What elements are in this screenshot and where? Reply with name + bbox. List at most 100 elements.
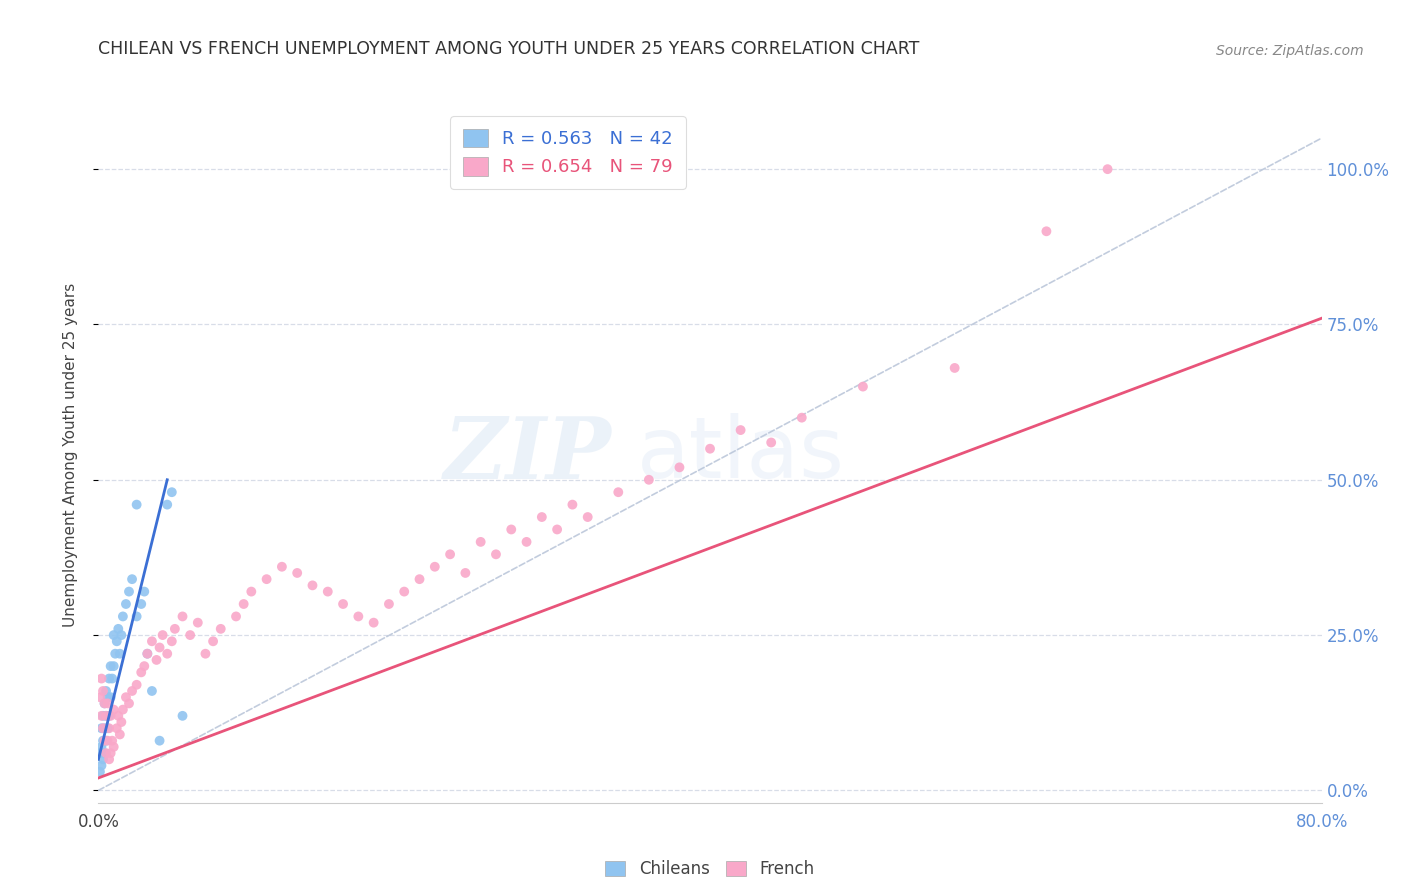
Y-axis label: Unemployment Among Youth under 25 years: Unemployment Among Youth under 25 years (63, 283, 77, 627)
Point (91, 721, 114, 735)
Point (101, 733, 124, 747)
Point (347, 609, 370, 624)
Point (607, 485, 630, 500)
Point (89, 746, 111, 760)
Point (98, 708, 121, 723)
Point (125, 498, 148, 512)
Point (103, 703, 125, 717)
Point (107, 622, 129, 636)
Point (125, 609, 148, 624)
Point (94, 684, 117, 698)
Point (115, 597, 138, 611)
Point (89, 690, 111, 705)
Point (454, 566, 477, 580)
Point (125, 678, 148, 692)
Point (91, 708, 114, 723)
Point (316, 584, 339, 599)
Point (546, 523, 568, 537)
Point (160, 485, 183, 500)
Point (121, 684, 143, 698)
Point (156, 498, 179, 512)
Point (1097, 162, 1119, 177)
Point (759, 435, 782, 450)
Point (145, 653, 167, 667)
Point (118, 697, 141, 711)
Point (232, 597, 254, 611)
Point (90, 708, 112, 723)
Point (107, 708, 129, 723)
Point (852, 379, 875, 393)
Point (94, 708, 117, 723)
Point (98, 752, 121, 766)
Point (149, 640, 172, 655)
Point (423, 559, 446, 574)
Point (97, 721, 120, 735)
Point (100, 746, 122, 760)
Point (90, 672, 112, 686)
Point (103, 739, 125, 754)
Point (209, 622, 232, 636)
Point (90, 721, 112, 735)
Point (93, 721, 115, 735)
Point (111, 609, 134, 624)
Point (97, 697, 120, 711)
Point (90, 758, 112, 772)
Point (637, 473, 661, 487)
Point (100, 708, 122, 723)
Point (225, 609, 247, 624)
Point (91, 733, 114, 747)
Point (110, 628, 132, 642)
Point (530, 510, 553, 524)
Point (730, 423, 752, 437)
Point (108, 727, 131, 741)
Point (134, 659, 156, 673)
Point (408, 572, 430, 586)
Point (699, 442, 721, 456)
Text: atlas: atlas (637, 413, 845, 497)
Point (93, 733, 115, 747)
Point (121, 572, 143, 586)
Point (105, 721, 128, 735)
Point (94, 733, 117, 747)
Text: Source: ZipAtlas.com: Source: ZipAtlas.com (1216, 44, 1364, 58)
Point (160, 634, 183, 648)
Point (392, 584, 416, 599)
Point (194, 647, 217, 661)
Point (172, 609, 194, 624)
Point (172, 708, 194, 723)
Point (202, 634, 225, 648)
Legend: Chileans, French: Chileans, French (599, 854, 821, 885)
Point (118, 584, 141, 599)
Point (90, 739, 112, 754)
Point (93, 697, 115, 711)
Point (115, 690, 138, 705)
Point (668, 460, 690, 475)
Point (91, 752, 114, 766)
Point (485, 547, 508, 561)
Point (103, 628, 125, 642)
Point (576, 510, 599, 524)
Point (129, 597, 152, 611)
Point (89, 764, 111, 779)
Point (470, 534, 492, 549)
Point (110, 714, 132, 729)
Point (516, 534, 538, 549)
Point (240, 584, 263, 599)
Point (105, 634, 128, 648)
Point (561, 498, 583, 512)
Point (439, 547, 461, 561)
Text: CHILEAN VS FRENCH UNEMPLOYMENT AMONG YOUTH UNDER 25 YEARS CORRELATION CHART: CHILEAN VS FRENCH UNEMPLOYMENT AMONG YOU… (98, 40, 920, 58)
Point (93, 746, 115, 760)
Point (332, 597, 354, 611)
Point (152, 628, 174, 642)
Point (363, 615, 385, 630)
Point (91, 684, 114, 698)
Point (108, 647, 131, 661)
Point (101, 672, 124, 686)
Point (100, 659, 122, 673)
Point (378, 597, 401, 611)
Point (97, 690, 120, 705)
Point (104, 647, 127, 661)
Text: ZIP: ZIP (444, 413, 612, 497)
Point (129, 665, 152, 680)
